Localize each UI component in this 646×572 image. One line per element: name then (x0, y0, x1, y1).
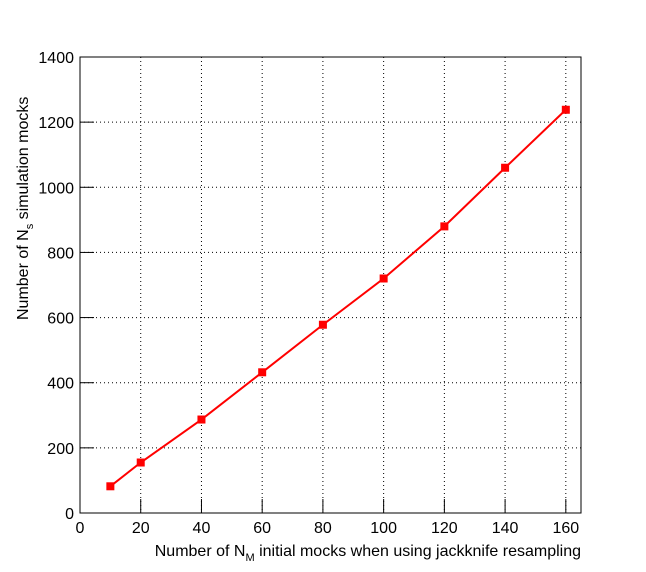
data-marker (501, 163, 510, 172)
x-tick-label: 140 (492, 520, 519, 537)
y-tick-label: 1000 (38, 180, 74, 197)
x-tick-label: 0 (76, 520, 85, 537)
y-tick-label: 800 (47, 245, 74, 262)
x-tick-label: 120 (431, 520, 458, 537)
y-axis-label: Number of Ns simulation mocks (15, 97, 36, 320)
x-label-part: Number of N (155, 543, 246, 560)
y-tick-label: 200 (47, 441, 74, 458)
x-label-part: initial mocks when using jackknife resam… (255, 543, 581, 560)
x-tick-label: 40 (193, 520, 211, 537)
y-tick-label: 600 (47, 311, 74, 328)
x-tick-label: 60 (253, 520, 271, 537)
x-axis-label: Number of NM initial mocks when using ja… (155, 543, 581, 564)
data-marker (136, 458, 145, 467)
plot-frame (79, 56, 582, 514)
y-label-part: Number of N (15, 229, 32, 320)
y-tick-label: 400 (47, 376, 74, 393)
y-tick-label: 1400 (38, 50, 74, 67)
data-marker (258, 368, 267, 377)
x-tick-label: 20 (132, 520, 150, 537)
data-marker (106, 482, 115, 491)
data-marker (318, 320, 327, 329)
x-label-subscript: M (245, 552, 254, 564)
data-marker (440, 222, 449, 231)
data-marker (561, 105, 570, 114)
x-tick-label: 80 (314, 520, 332, 537)
x-tick-label: 100 (370, 520, 397, 537)
data-line (109, 109, 567, 488)
x-tick-label: 160 (552, 520, 579, 537)
y-label-part: simulation mocks (15, 97, 32, 224)
y-tick-label: 1200 (38, 115, 74, 132)
y-label-subscript: s (24, 223, 36, 229)
data-marker (197, 415, 206, 424)
data-marker (379, 274, 388, 283)
y-tick-label: 0 (65, 506, 74, 523)
